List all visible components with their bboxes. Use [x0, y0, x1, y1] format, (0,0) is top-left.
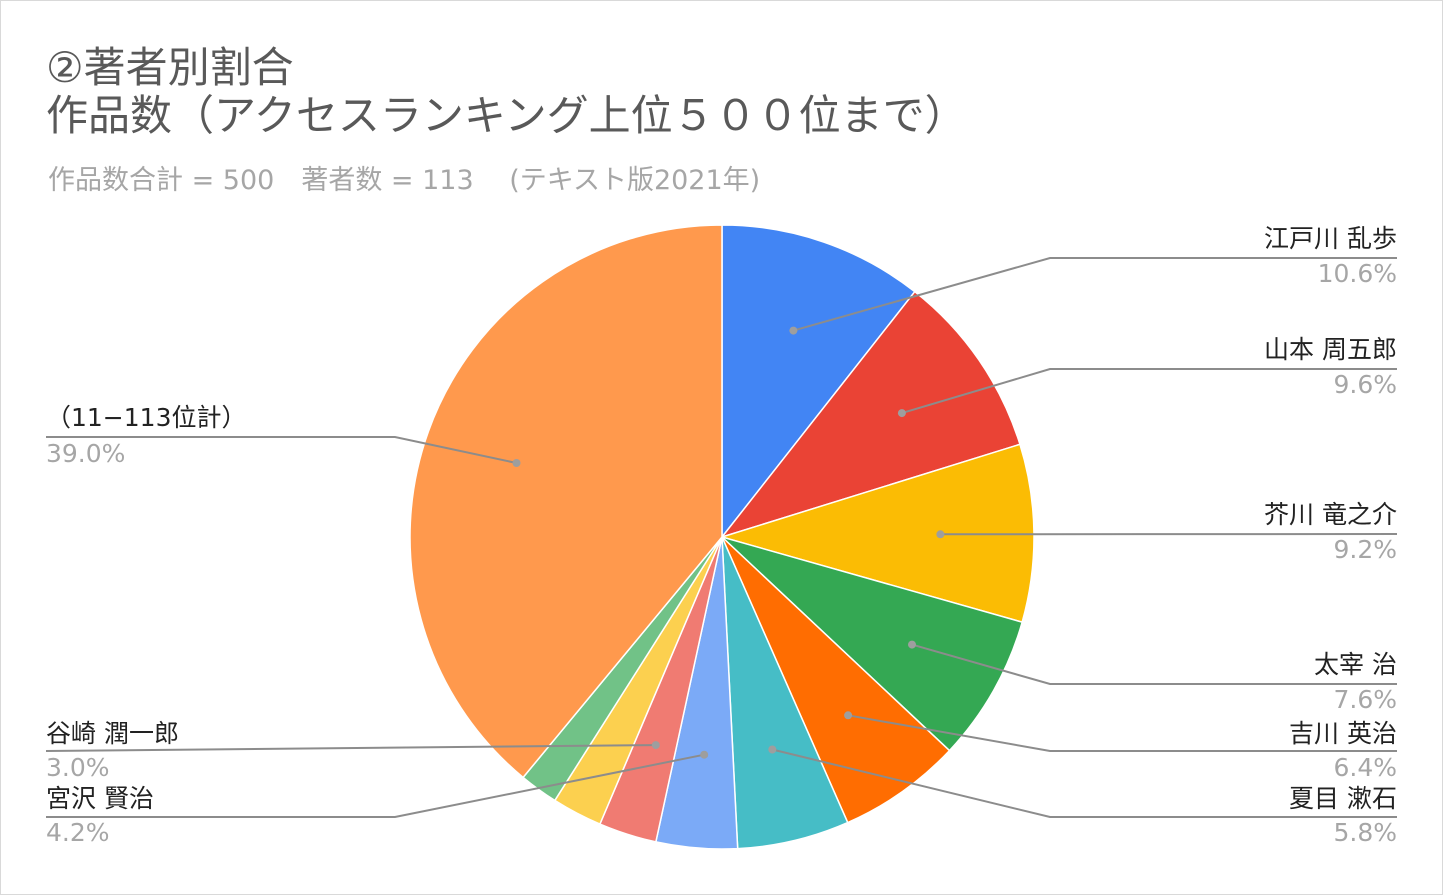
slice-label-value-8: 3.0% — [46, 753, 110, 782]
slice-label-value-1: 10.6% — [1318, 259, 1397, 288]
slice-label-value-7: 4.2% — [46, 818, 110, 847]
slice-label-value-11: 39.0% — [46, 439, 125, 468]
slice-label-value-4: 7.6% — [1333, 685, 1397, 714]
slice-label-name-6: 夏目 漱石 — [1289, 784, 1397, 813]
pie-slice-5 — [721, 536, 951, 824]
leader-dot-1 — [789, 326, 798, 335]
pie-slice-1 — [721, 224, 916, 540]
leader-dot-7 — [700, 750, 709, 759]
pie-slice-2 — [719, 290, 1021, 539]
leader-dot-4 — [908, 640, 916, 649]
leader-line-2 — [901, 368, 1397, 415]
slice-label-value-2: 9.6% — [1333, 370, 1397, 399]
slice-label-name-3: 芥川 竜之介 — [1264, 500, 1397, 529]
slice-label-name-7: 宮沢 賢治 — [46, 784, 154, 813]
leader-dot-2 — [897, 409, 906, 418]
leader-line-8 — [45, 744, 656, 752]
leader-line-11 — [46, 436, 517, 464]
slice-label-value-6: 5.8% — [1333, 818, 1397, 847]
chart-title-line2: 作品数（アクセスランキング上位５００位まで） — [46, 91, 967, 140]
pie-slice-4 — [721, 536, 1024, 752]
leader-dot-8 — [651, 741, 660, 750]
slice-label-name-1: 江戸川 乱歩 — [1264, 224, 1397, 253]
chart-title-line1: ②著者別割合 — [46, 43, 294, 92]
slice-label-name-5: 吉川 英治 — [1289, 719, 1397, 748]
slice-label-value-3: 9.2% — [1333, 535, 1397, 564]
leader-dot-5 — [844, 711, 853, 720]
leader-line-7 — [46, 753, 705, 818]
chart-subtitle: 作品数合計 = 500 著者数 = 113 (テキスト版2021年) — [48, 165, 761, 196]
leader-dot-3 — [936, 530, 945, 539]
slice-label-name-11: （11−113位計） — [46, 403, 246, 432]
slice-label-value-5: 6.4% — [1333, 753, 1397, 782]
slice-label-name-2: 山本 周五郎 — [1264, 335, 1397, 364]
leader-dot-6 — [768, 745, 777, 754]
leader-line-1 — [793, 257, 1397, 332]
leader-line-6 — [772, 748, 1397, 818]
slice-label-name-8: 谷崎 潤一郎 — [46, 719, 179, 748]
leader-dot-11 — [512, 459, 521, 467]
leader-line-4 — [911, 643, 1397, 685]
leader-line-5 — [847, 714, 1397, 752]
chart-title: ②著者別割合 作品数（アクセスランキング上位５００位まで） — [46, 44, 967, 140]
pie-slice-3 — [719, 443, 1035, 624]
slice-label-name-4: 太宰 治 — [1314, 650, 1397, 679]
pie-slice-11 — [409, 224, 723, 779]
